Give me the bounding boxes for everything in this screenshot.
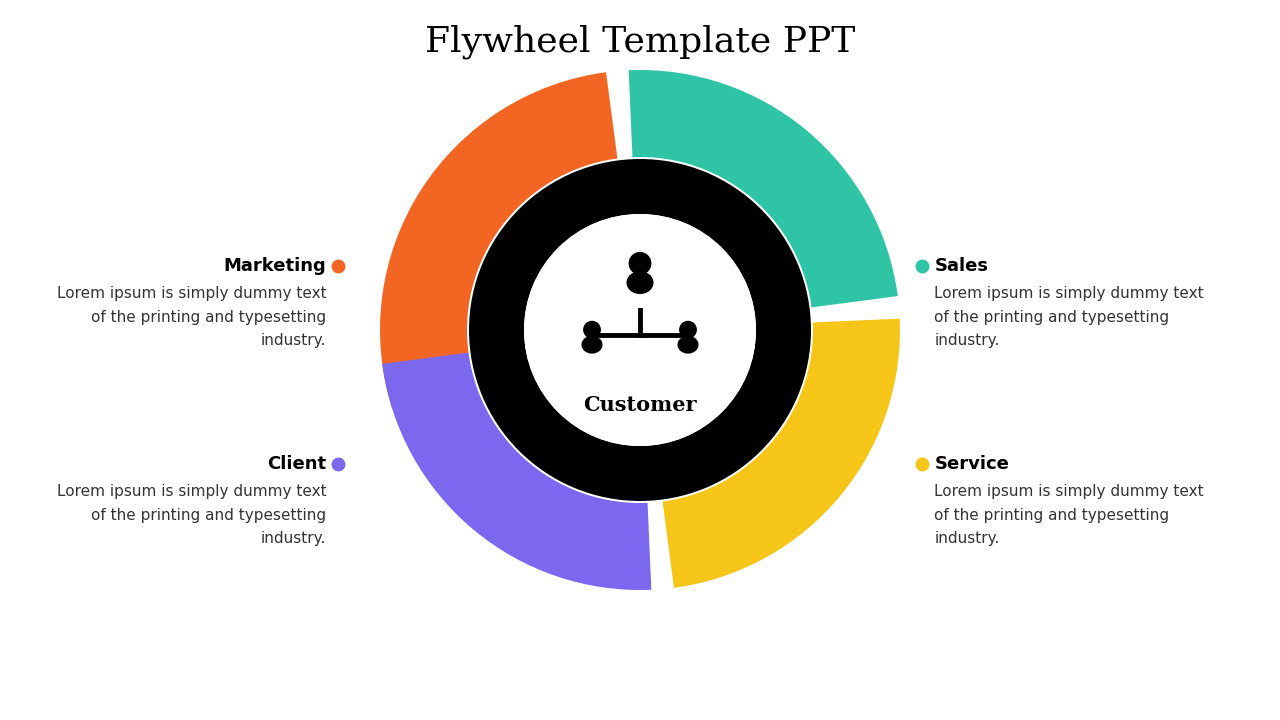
Text: Flywheel Template PPT: Flywheel Template PPT bbox=[425, 24, 855, 59]
Text: Service: Service bbox=[934, 455, 1009, 474]
Circle shape bbox=[524, 214, 756, 446]
Ellipse shape bbox=[626, 271, 654, 294]
Text: Lorem ipsum is simply dummy text
of the printing and typesetting
industry.: Lorem ipsum is simply dummy text of the … bbox=[56, 485, 326, 546]
Wedge shape bbox=[662, 319, 900, 588]
Text: Sales: Sales bbox=[934, 257, 988, 275]
Circle shape bbox=[680, 321, 696, 338]
Wedge shape bbox=[468, 159, 812, 501]
Wedge shape bbox=[380, 72, 618, 408]
Ellipse shape bbox=[677, 336, 699, 354]
Text: Lorem ipsum is simply dummy text
of the printing and typesetting
industry.: Lorem ipsum is simply dummy text of the … bbox=[934, 485, 1204, 546]
Circle shape bbox=[584, 321, 600, 338]
Text: Lorem ipsum is simply dummy text
of the printing and typesetting
industry.: Lorem ipsum is simply dummy text of the … bbox=[934, 287, 1204, 348]
Wedge shape bbox=[383, 351, 652, 590]
Text: Client: Client bbox=[268, 455, 326, 474]
Circle shape bbox=[467, 157, 813, 503]
Ellipse shape bbox=[581, 336, 603, 354]
Wedge shape bbox=[628, 70, 897, 308]
Text: Marketing: Marketing bbox=[224, 257, 326, 275]
Circle shape bbox=[628, 252, 652, 275]
Text: Lorem ipsum is simply dummy text
of the printing and typesetting
industry.: Lorem ipsum is simply dummy text of the … bbox=[56, 287, 326, 348]
Text: Customer: Customer bbox=[584, 395, 696, 415]
